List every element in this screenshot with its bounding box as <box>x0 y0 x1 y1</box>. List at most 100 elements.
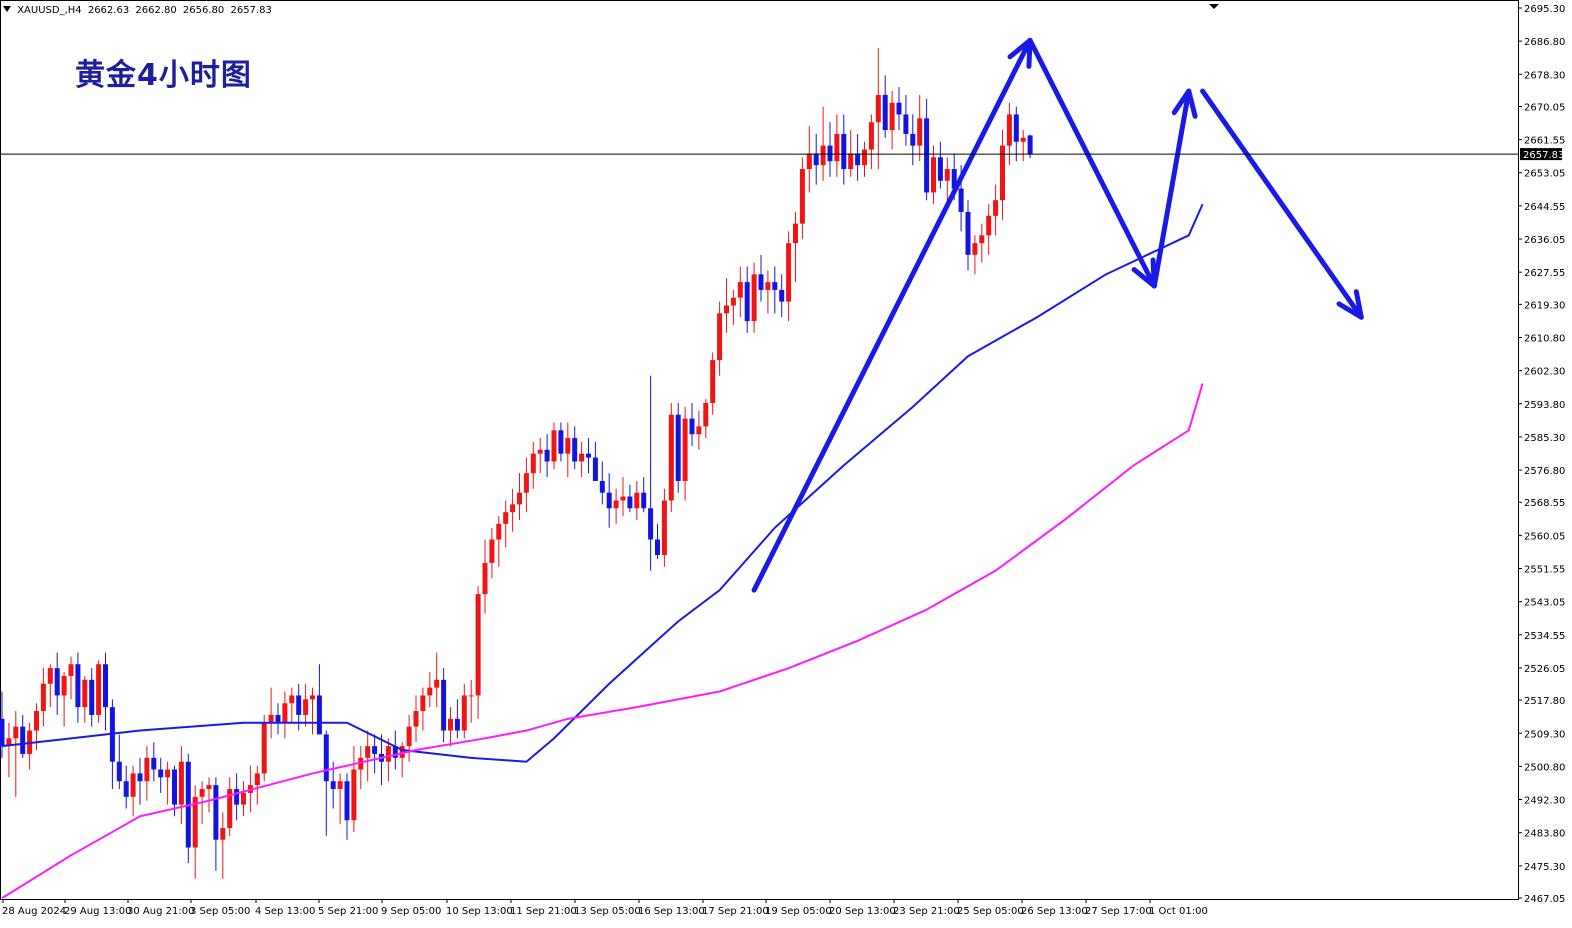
x-tick-label: 23 Sep 21:00 <box>893 906 960 917</box>
chart-title: 黄金4小时图 <box>75 58 252 93</box>
y-tick-label: 2568.55 <box>1524 498 1565 509</box>
y-tick-label: 2492.30 <box>1524 796 1565 807</box>
candle-body <box>365 746 371 758</box>
candle-body <box>765 282 771 290</box>
candle-body <box>68 664 74 676</box>
candle-body <box>558 430 564 454</box>
y-tick-label: 2585.30 <box>1524 433 1565 444</box>
candle-body <box>13 726 19 739</box>
candle-body <box>82 679 88 708</box>
x-tick-label: 25 Sep 05:00 <box>957 906 1024 917</box>
y-tick-label: 2686.80 <box>1524 37 1565 48</box>
candle-body <box>627 496 633 509</box>
candle <box>682 406 688 501</box>
trend-arrow-shaft <box>1200 88 1364 320</box>
candle <box>862 141 867 177</box>
candle-body <box>586 453 591 458</box>
candle-body <box>717 313 723 361</box>
candle <box>268 687 274 739</box>
x-tick-label: 5 Sep 21:00 <box>318 906 378 917</box>
candle-body <box>385 746 391 762</box>
candle <box>882 75 888 138</box>
candle <box>1027 134 1033 159</box>
candle <box>358 746 364 790</box>
y-tick-label: 2644.55 <box>1524 202 1565 213</box>
candle <box>703 399 709 439</box>
candle <box>372 734 378 774</box>
candle <box>475 586 481 719</box>
candle-body <box>116 761 122 782</box>
candle <box>461 683 467 739</box>
candle <box>523 457 529 513</box>
x-tick-label: 27 Sep 17:00 <box>1085 906 1152 917</box>
candle-body <box>986 215 992 236</box>
candle <box>385 738 391 782</box>
x-tick-label: 28 Aug 2024 <box>2 906 66 917</box>
candle-body <box>165 769 171 778</box>
candle-body <box>965 211 971 255</box>
candle-body <box>848 153 854 170</box>
candle <box>261 714 267 782</box>
candle-body <box>793 223 798 244</box>
candle-body <box>54 668 60 696</box>
candle-body <box>551 430 557 462</box>
x-tick-label: 10 Sep 13:00 <box>446 906 513 917</box>
candle <box>986 204 992 255</box>
candle <box>441 668 447 743</box>
candle <box>89 668 95 727</box>
candle <box>282 691 288 739</box>
candle-body <box>144 757 150 782</box>
candle-body <box>123 781 129 797</box>
candle <box>579 441 585 478</box>
candle-body <box>268 714 274 723</box>
candle <box>316 664 322 735</box>
candle <box>855 133 861 181</box>
candle-body <box>903 114 909 134</box>
candle-body <box>199 789 205 797</box>
trend-arrow <box>1200 88 1364 320</box>
symbol-label: XAUUSD_,H4 <box>17 5 82 16</box>
candle <box>937 141 943 189</box>
y-tick-label: 2670.05 <box>1524 102 1565 113</box>
trend-arrow-shaft <box>751 37 1033 593</box>
y-tick-label: 2483.80 <box>1524 829 1565 840</box>
candle <box>772 266 778 314</box>
y-tick-label: 2543.05 <box>1524 598 1565 609</box>
candle <box>834 114 840 177</box>
candle <box>827 122 833 177</box>
candle <box>406 714 412 762</box>
candle <box>1013 106 1019 162</box>
candle <box>848 130 854 177</box>
y-tick-label: 2560.05 <box>1524 531 1565 542</box>
candle-body <box>178 761 184 805</box>
candle <box>192 785 198 879</box>
candle <box>841 114 847 185</box>
candle-body <box>620 496 626 501</box>
candle-body <box>241 792 246 805</box>
candle-body <box>530 453 536 474</box>
candle-body <box>910 133 916 146</box>
candle-body <box>862 149 867 166</box>
candle-body <box>834 133 840 162</box>
candle <box>454 699 460 739</box>
candle-body <box>413 711 419 727</box>
candle-body <box>737 282 743 298</box>
candle-body <box>655 539 660 556</box>
candle <box>427 672 433 708</box>
x-tick-label: 20 Sep 13:00 <box>829 906 896 917</box>
candle <box>944 157 950 209</box>
candle-body <box>724 305 729 314</box>
y-tick-label: 2509.30 <box>1524 729 1565 740</box>
candle <box>917 94 923 162</box>
candle <box>889 91 895 150</box>
candle-body <box>344 781 350 821</box>
candle <box>123 765 129 809</box>
candle <box>1006 102 1012 166</box>
candle <box>151 742 157 782</box>
candle <box>20 714 26 758</box>
candle-body <box>813 153 819 166</box>
candle <box>0 691 5 758</box>
candle-body <box>213 785 219 840</box>
shift-marker-icon <box>1209 4 1219 9</box>
